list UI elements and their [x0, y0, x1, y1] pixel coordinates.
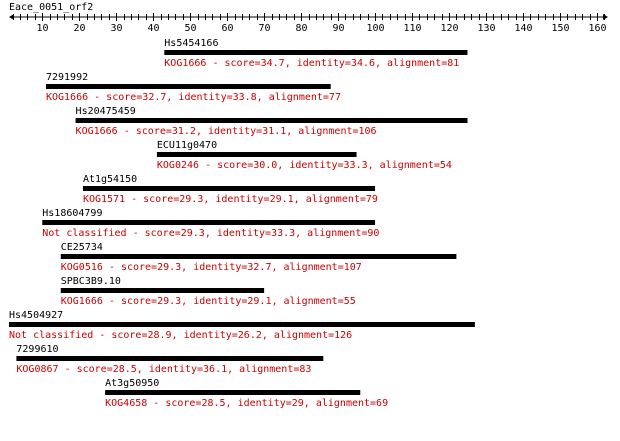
hit-row: Hs5454166 KOG1666 - score=34.7, identity=… [164, 38, 468, 69]
axis-tick-label: 60 [221, 23, 233, 34]
axis-tick-label: 150 [551, 23, 569, 34]
axis-tick-label: 50 [184, 23, 196, 34]
hit-row: Hs18604799 Not classified - score=29.3, i… [42, 208, 379, 239]
hit-name: Hs18604799 [42, 208, 102, 219]
hit-description: KOG0516 - score=29.3, identity=32.7, ali… [61, 262, 362, 273]
axis-arrow-right-icon [603, 14, 608, 20]
hit-bar [75, 118, 468, 123]
axis-arrow-left-icon [9, 14, 14, 20]
hit-row: ECU11g0470 KOG0246 - score=30.0, identity… [156, 140, 452, 171]
hit-bar [9, 322, 475, 327]
hit-bar [82, 186, 376, 191]
hit-name: SPBC3B9.10 [61, 276, 121, 287]
hit-description: KOG0246 - score=30.0, identity=33.3, ali… [157, 160, 452, 171]
hit-row: 7291992 KOG1666 - score=32.7, identity=33… [45, 72, 341, 103]
hit-description: KOG1666 - score=34.7, identity=34.6, ali… [164, 58, 459, 69]
hit-row: CE25734 KOG0516 - score=29.3, identity=32… [60, 242, 457, 273]
axis-tick-label: 20 [73, 23, 85, 34]
hit-row: SPBC3B9.10 KOG1666 - score=29.3, identity… [60, 276, 356, 307]
hit-name: At3g50950 [105, 378, 159, 389]
hit-bar [60, 254, 457, 259]
hit-row: At3g50950 KOG4658 - score=28.5, identity=… [105, 378, 388, 409]
hit-description: KOG1571 - score=29.3, identity=29.1, ali… [83, 194, 378, 205]
axis-tick-label: 80 [295, 23, 307, 34]
axis-tick-label: 110 [403, 23, 421, 34]
axis-tick-label: 120 [440, 23, 458, 34]
hit-row: Hs20475459 KOG1666 - score=31.2, identity… [75, 106, 468, 137]
axis-tick-label: 90 [332, 23, 344, 34]
hit-name: 7299610 [16, 344, 58, 355]
hit-description: KOG1666 - score=32.7, identity=33.8, ali… [46, 92, 341, 103]
axis-tick-label: 140 [514, 23, 532, 34]
axis-tick-label: 10 [36, 23, 48, 34]
hit-bar [105, 390, 361, 395]
hit-bar [60, 288, 265, 293]
hit-name: ECU11g0470 [157, 140, 217, 151]
axis-tick-label: 40 [147, 23, 159, 34]
hit-bar [16, 356, 324, 361]
hit-bar [45, 84, 331, 89]
hit-description: Not classified - score=29.3, identity=33… [42, 228, 379, 239]
axis-tick-label: 130 [477, 23, 495, 34]
axis-tick-label: 160 [588, 23, 606, 34]
hit-description: KOG1666 - score=31.2, identity=31.1, ali… [76, 126, 377, 137]
axis-tick-label: 70 [258, 23, 270, 34]
hit-name: Hs20475459 [76, 106, 136, 117]
axis-tick-label: 30 [110, 23, 122, 34]
hit-bar [164, 50, 468, 55]
hit-description: KOG1666 - score=29.3, identity=29.1, ali… [61, 296, 356, 307]
hit-row: 7299610 KOG0867 - score=28.5, identity=36… [16, 344, 324, 375]
hit-bar [42, 220, 376, 225]
hit-row: At1g54150 KOG1571 - score=29.3, identity=… [82, 174, 378, 205]
query-title: Eace_0051_orf2 [9, 2, 93, 13]
hit-name: 7291992 [46, 72, 88, 83]
hit-list: Hs5454166 KOG1666 - score=34.7, identity=… [9, 38, 475, 409]
hit-description: Not classified - score=28.9, identity=26… [9, 330, 352, 341]
hit-name: At1g54150 [83, 174, 137, 185]
hit-name: CE25734 [61, 242, 103, 253]
hit-row: Hs4504927 Not classified - score=28.9, id… [9, 310, 475, 341]
hit-bar [156, 152, 357, 157]
axis-tick-label: 100 [366, 23, 384, 34]
hit-description: KOG0867 - score=28.5, identity=36.1, ali… [16, 364, 311, 375]
hit-name: Hs5454166 [164, 38, 218, 49]
hit-name: Hs4504927 [9, 310, 63, 321]
ruler-axis: 10 20 30 40 50 60 70 80 90 100 110 120 130 140 150 160 [9, 13, 608, 34]
hit-description: KOG4658 - score=28.5, identity=29, align… [105, 398, 388, 409]
